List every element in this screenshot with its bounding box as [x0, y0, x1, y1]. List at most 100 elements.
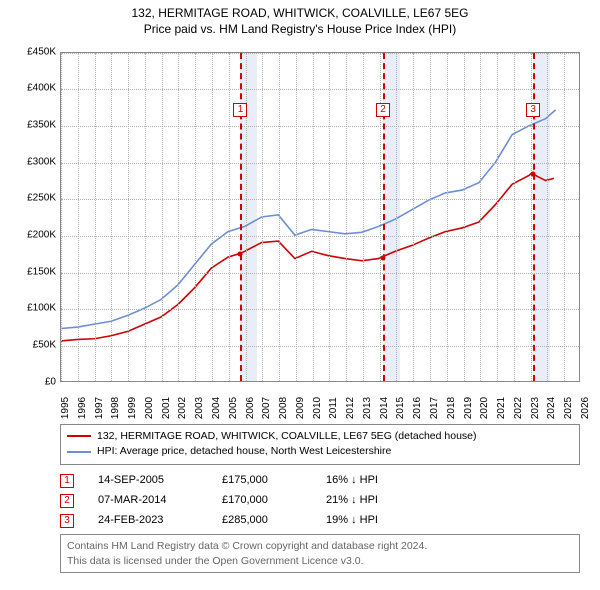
- y-axis-label: £100K: [27, 303, 56, 314]
- event-delta: 16% ↓ HPI: [326, 471, 426, 491]
- legend-swatch: [67, 435, 91, 437]
- x-axis-label: 2019: [463, 396, 474, 418]
- gridline-horizontal: [61, 346, 579, 347]
- gridline-vertical: [128, 53, 129, 381]
- gridline-horizontal: [61, 199, 579, 200]
- x-axis-label: 2023: [530, 396, 541, 418]
- legend-row: HPI: Average price, detached house, Nort…: [67, 444, 573, 460]
- x-axis-label: 2015: [395, 396, 406, 418]
- footer-line: This data is licensed under the Open Gov…: [67, 554, 573, 568]
- y-axis-label: £350K: [27, 119, 56, 130]
- gridline-vertical: [497, 53, 498, 381]
- gridline-vertical: [111, 53, 112, 381]
- x-axis-label: 1996: [77, 396, 88, 418]
- event-price: £170,000: [222, 491, 302, 511]
- gridline-vertical: [430, 53, 431, 381]
- gridline-vertical: [178, 53, 179, 381]
- gridline-vertical: [413, 53, 414, 381]
- event-badge: 3: [60, 514, 74, 528]
- legend: 132, HERMITAGE ROAD, WHITWICK, COALVILLE…: [60, 424, 580, 466]
- gridline-vertical: [145, 53, 146, 381]
- event-marker-point: [381, 255, 386, 260]
- event-price: £285,000: [222, 511, 302, 531]
- plot-area: 1 2 3: [60, 52, 580, 382]
- gridline-vertical: [564, 53, 565, 381]
- gridline-vertical: [346, 53, 347, 381]
- event-marker-badge: 1: [233, 103, 247, 117]
- gridline-vertical: [61, 53, 62, 381]
- footer-line: Contains HM Land Registry data © Crown c…: [67, 539, 573, 553]
- x-axis-label: 2020: [479, 396, 490, 418]
- x-axis-label: 1995: [60, 396, 71, 418]
- x-axis-label: 2006: [245, 396, 256, 418]
- gridline-horizontal: [61, 53, 579, 54]
- line-series-svg: [61, 53, 579, 381]
- event-marker-point: [238, 252, 243, 257]
- x-axis-label: 2001: [161, 396, 172, 418]
- chart-title: 132, HERMITAGE ROAD, WHITWICK, COALVILLE…: [10, 6, 590, 22]
- gridline-vertical: [212, 53, 213, 381]
- gridline-vertical: [296, 53, 297, 381]
- x-axis-label: 2021: [496, 396, 507, 418]
- x-axis-label: 1997: [94, 396, 105, 418]
- attribution-footer: Contains HM Land Registry data © Crown c…: [60, 534, 580, 572]
- x-axis-label: 2018: [446, 396, 457, 418]
- y-axis-label: £400K: [27, 83, 56, 94]
- gridline-vertical: [396, 53, 397, 381]
- x-axis-label: 2024: [546, 396, 557, 418]
- gridline-vertical: [464, 53, 465, 381]
- event-marker-point: [531, 171, 536, 176]
- y-axis-label: £0: [45, 376, 56, 387]
- event-row: 3 24-FEB-2023 £285,000 19% ↓ HPI: [60, 511, 580, 531]
- x-axis-label: 2013: [362, 396, 373, 418]
- x-axis-label: 2017: [429, 396, 440, 418]
- gridline-vertical: [480, 53, 481, 381]
- chart-subtitle: Price paid vs. HM Land Registry's House …: [10, 22, 590, 36]
- x-axis-label: 2004: [211, 396, 222, 418]
- gridline-vertical: [78, 53, 79, 381]
- gridline-vertical: [547, 53, 548, 381]
- event-badge: 2: [60, 494, 74, 508]
- event-delta: 19% ↓ HPI: [326, 511, 426, 531]
- y-axis-label: £250K: [27, 193, 56, 204]
- gridline-vertical: [514, 53, 515, 381]
- gridline-vertical: [447, 53, 448, 381]
- x-axis-label: 2026: [580, 396, 591, 418]
- legend-label: HPI: Average price, detached house, Nort…: [97, 444, 391, 460]
- event-marker-badge: 2: [376, 103, 390, 117]
- y-axis-label: £300K: [27, 156, 56, 167]
- y-axis-label: £450K: [27, 46, 56, 57]
- gridline-vertical: [195, 53, 196, 381]
- x-axis-label: 2008: [278, 396, 289, 418]
- legend-row: 132, HERMITAGE ROAD, WHITWICK, COALVILLE…: [67, 429, 573, 445]
- event-marker-badge: 3: [526, 103, 540, 117]
- gridline-horizontal: [61, 236, 579, 237]
- y-axis-label: £150K: [27, 266, 56, 277]
- legend-label: 132, HERMITAGE ROAD, WHITWICK, COALVILLE…: [97, 429, 477, 445]
- gridline-vertical: [313, 53, 314, 381]
- x-axis-label: 2016: [412, 396, 423, 418]
- event-date: 24-FEB-2023: [98, 511, 198, 531]
- chart-container: 132, HERMITAGE ROAD, WHITWICK, COALVILLE…: [0, 0, 600, 590]
- x-axis-label: 2003: [194, 396, 205, 418]
- gridline-vertical: [229, 53, 230, 381]
- gridline-vertical: [329, 53, 330, 381]
- y-axis-label: £50K: [33, 339, 56, 350]
- gridline-horizontal: [61, 309, 579, 310]
- x-axis-label: 1999: [127, 396, 138, 418]
- x-axis-label: 2022: [513, 396, 524, 418]
- x-axis-label: 2014: [379, 396, 390, 418]
- gridline-vertical: [279, 53, 280, 381]
- event-badge: 1: [60, 474, 74, 488]
- event-row: 207-MAR-2014£170,00021% ↓ HPI: [60, 491, 580, 511]
- event-date: 14-SEP-2005: [98, 471, 198, 491]
- x-axis-label: 1998: [110, 396, 121, 418]
- gridline-horizontal: [61, 126, 579, 127]
- x-axis-label: 2011: [328, 397, 339, 419]
- x-axis-label: 2025: [563, 396, 574, 418]
- gridline-vertical: [162, 53, 163, 381]
- gridline-horizontal: [61, 273, 579, 274]
- gridline-horizontal: [61, 89, 579, 90]
- events-table: 114-SEP-2005£175,00016% ↓ HPI207-MAR-201…: [60, 471, 580, 530]
- chart-area: 123 £0£50K£100K£150K£200K£250K£300K£350K…: [10, 42, 590, 422]
